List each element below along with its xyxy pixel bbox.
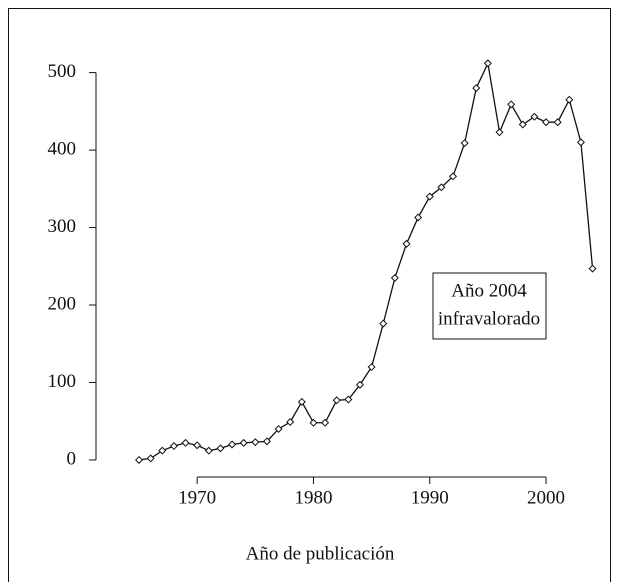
marker [460, 139, 469, 148]
marker [169, 442, 178, 451]
marker [367, 362, 376, 372]
y-tick-label: 400 [48, 138, 77, 159]
marker [507, 100, 516, 109]
marker [274, 424, 283, 433]
marker [262, 437, 271, 446]
marker [158, 446, 167, 455]
marker [576, 138, 585, 147]
marker [542, 118, 551, 127]
y-tick-label: 0 [67, 448, 77, 469]
marker [414, 213, 423, 222]
marker [321, 418, 330, 427]
marker [204, 446, 213, 455]
x-tick-label: 1980 [294, 487, 332, 508]
y-tick-label: 500 [48, 61, 77, 82]
marker [518, 120, 527, 129]
marker [530, 112, 539, 121]
marker [449, 172, 458, 181]
marker [286, 417, 295, 427]
x-axis-label: Año de publicación [246, 543, 395, 564]
marker [483, 59, 492, 68]
x-tick-label: 1990 [411, 487, 449, 508]
marker [379, 319, 388, 328]
marker [402, 239, 411, 248]
marker [588, 264, 597, 273]
marker [297, 397, 306, 406]
marker [344, 395, 353, 404]
annotation: infravalorado [438, 308, 540, 329]
y-tick-label: 200 [48, 293, 77, 314]
marker [355, 380, 364, 389]
annotation-box [432, 272, 547, 340]
marker [239, 438, 248, 447]
marker [228, 440, 237, 449]
y-tick-label: 100 [48, 371, 77, 392]
y-tick-label: 300 [48, 216, 77, 237]
marker [437, 183, 446, 192]
marker [251, 438, 260, 447]
marker [565, 95, 574, 104]
x-tick-label: 1970 [178, 487, 216, 508]
marker [472, 84, 481, 93]
marker [390, 273, 399, 282]
x-tick-label: 2000 [527, 487, 565, 508]
marker [495, 128, 504, 137]
frame [8, 8, 611, 582]
marker [332, 396, 341, 405]
annotation: Año 2004 [451, 280, 527, 301]
marker [135, 455, 144, 464]
marker [425, 192, 434, 201]
marker [181, 438, 190, 447]
line [138, 61, 594, 461]
marker [146, 454, 155, 463]
marker [553, 118, 562, 127]
marker [193, 441, 202, 450]
marker [216, 444, 225, 453]
marker [309, 418, 318, 427]
